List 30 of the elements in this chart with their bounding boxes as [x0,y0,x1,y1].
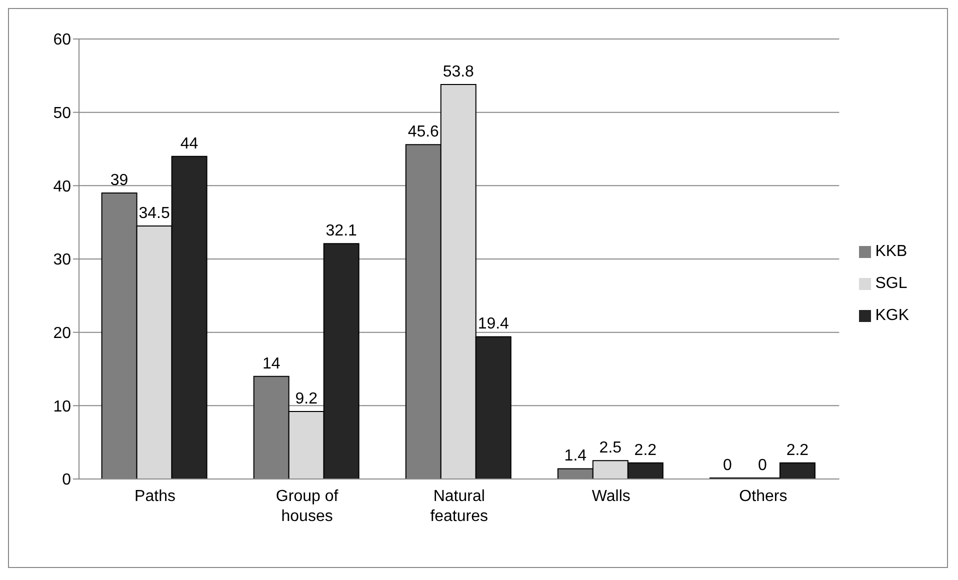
data-label: 44 [180,135,198,152]
legend-label: SGL [875,275,908,292]
legend-label: KKB [875,243,908,260]
data-label: 0 [758,457,768,474]
data-label: 34.5 [138,205,170,222]
legend-label: KGK [875,307,909,324]
data-label: 2.2 [634,442,657,459]
x-tick-label: Walls [592,488,630,505]
data-label: 2.5 [599,440,622,457]
y-tick-label: 0 [62,472,72,489]
y-tick-label: 30 [53,252,72,269]
data-label: 2.2 [786,442,809,459]
data-label: 0 [723,457,732,474]
data-label: 9.2 [295,390,318,408]
data-label: 53.8 [442,63,474,80]
y-tick-label: 40 [53,178,72,196]
x-tick-label: Natural features [430,488,488,525]
data-label: 39 [110,172,128,189]
y-tick-label: 60 [53,32,72,49]
x-tick-label: Group of houses [276,488,339,525]
data-label: 14 [262,355,280,372]
y-tick-label: 10 [53,398,72,416]
data-label: 45.6 [408,124,440,141]
data-label: 32.1 [326,222,358,240]
y-tick-label: 20 [53,325,72,342]
x-tick-label: Others [739,488,788,505]
y-tick-label: 50 [53,105,72,122]
data-label: 1.4 [564,448,587,465]
x-tick-label: Paths [134,488,176,505]
data-label: 19.4 [478,316,510,333]
